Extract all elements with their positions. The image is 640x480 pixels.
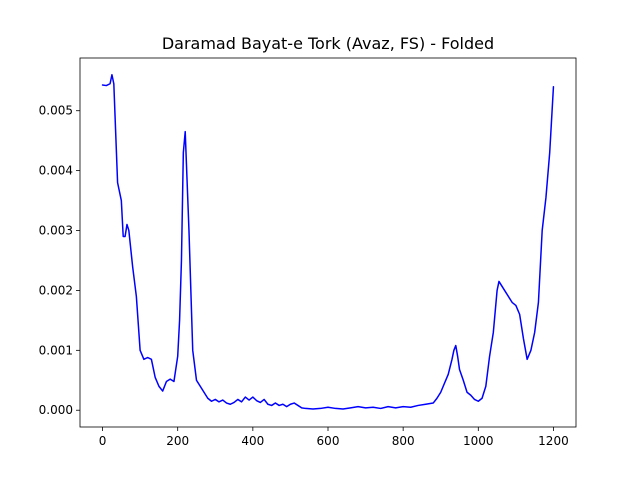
x-tick-label: 400	[241, 434, 264, 448]
series-line-0	[101, 74, 555, 410]
x-tick-label: 800	[392, 434, 415, 448]
y-tick-label: 0.004	[39, 164, 73, 178]
y-tick-label: 0.005	[39, 104, 73, 118]
y-tick-label: 0.000	[39, 403, 73, 417]
x-tick-label: 0	[99, 434, 107, 448]
y-tick-label: 0.003	[39, 224, 73, 238]
x-axis: 0 200 400 600 800 1000 1200	[99, 427, 569, 448]
chart-title: Daramad Bayat-e Tork (Avaz, FS) - Folded	[162, 34, 494, 53]
x-tick-label: 1000	[463, 434, 494, 448]
y-tick-label: 0.001	[39, 343, 73, 357]
x-tick-label: 1200	[538, 434, 569, 448]
x-tick-label: 600	[317, 434, 340, 448]
y-axis: 0.000 0.001 0.002 0.003 0.004 0.005	[39, 104, 80, 417]
y-tick-label: 0.002	[39, 283, 73, 297]
series-layer	[101, 74, 555, 410]
x-tick-label: 200	[166, 434, 189, 448]
